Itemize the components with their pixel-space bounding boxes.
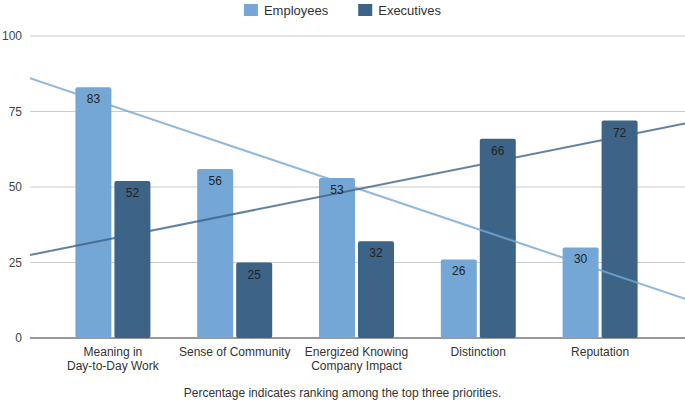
y-tick-label: 50 bbox=[9, 180, 23, 194]
data-label: 53 bbox=[330, 183, 344, 197]
data-label: 52 bbox=[126, 186, 140, 200]
x-tick-label: Distinction bbox=[451, 345, 506, 359]
x-tick-label-line: Day-to-Day Work bbox=[67, 359, 160, 373]
data-label: 66 bbox=[491, 144, 505, 158]
bar bbox=[319, 178, 355, 338]
bar bbox=[358, 241, 394, 338]
x-tick-label-line: Company Impact bbox=[311, 359, 402, 373]
grid-line bbox=[30, 36, 685, 37]
y-tick-label: 25 bbox=[9, 256, 23, 270]
data-label: 72 bbox=[613, 126, 627, 140]
chart: 0 25 50 75 100 83 56 53 26 30 52 25 32 66 72 Meaning in… bbox=[0, 0, 685, 409]
data-label: 56 bbox=[209, 174, 223, 188]
x-tick-label-line: Energized Knowing bbox=[305, 345, 408, 359]
bar bbox=[75, 87, 111, 338]
x-tick-label: Sense of Community bbox=[179, 345, 290, 359]
data-label: 30 bbox=[574, 252, 588, 266]
bar bbox=[602, 121, 638, 338]
x-tick-label-line: Meaning in bbox=[84, 345, 143, 359]
trend-line bbox=[30, 78, 685, 298]
data-label: 32 bbox=[369, 246, 383, 260]
data-label: 25 bbox=[248, 268, 262, 282]
data-label: 83 bbox=[87, 92, 101, 106]
y-tick-label: 75 bbox=[9, 105, 23, 119]
legend-label: Executives bbox=[378, 3, 441, 18]
x-tick-label-line: Reputation bbox=[571, 345, 629, 359]
bar bbox=[480, 139, 516, 338]
x-tick-label-line: Sense of Community bbox=[179, 345, 290, 359]
legend: Employees Executives bbox=[244, 3, 442, 18]
caption: Percentage indicates ranking among the t… bbox=[184, 386, 502, 400]
x-tick-label: Reputation bbox=[571, 345, 629, 359]
bar bbox=[114, 181, 150, 338]
x-tick-label-line: Distinction bbox=[451, 345, 506, 359]
x-tick-label: Energized KnowingCompany Impact bbox=[305, 345, 408, 373]
bar bbox=[441, 259, 477, 338]
legend-swatch bbox=[244, 4, 258, 16]
bar bbox=[236, 263, 272, 339]
trend-line bbox=[30, 124, 685, 255]
legend-label: Employees bbox=[264, 3, 329, 18]
x-tick-label: Meaning inDay-to-Day Work bbox=[67, 345, 160, 373]
bar bbox=[197, 169, 233, 338]
y-tick-label: 0 bbox=[15, 331, 22, 345]
data-label: 26 bbox=[452, 264, 466, 278]
plot-area bbox=[30, 78, 685, 338]
y-tick-label: 100 bbox=[2, 29, 22, 43]
bar bbox=[563, 247, 599, 338]
legend-swatch bbox=[358, 4, 372, 16]
